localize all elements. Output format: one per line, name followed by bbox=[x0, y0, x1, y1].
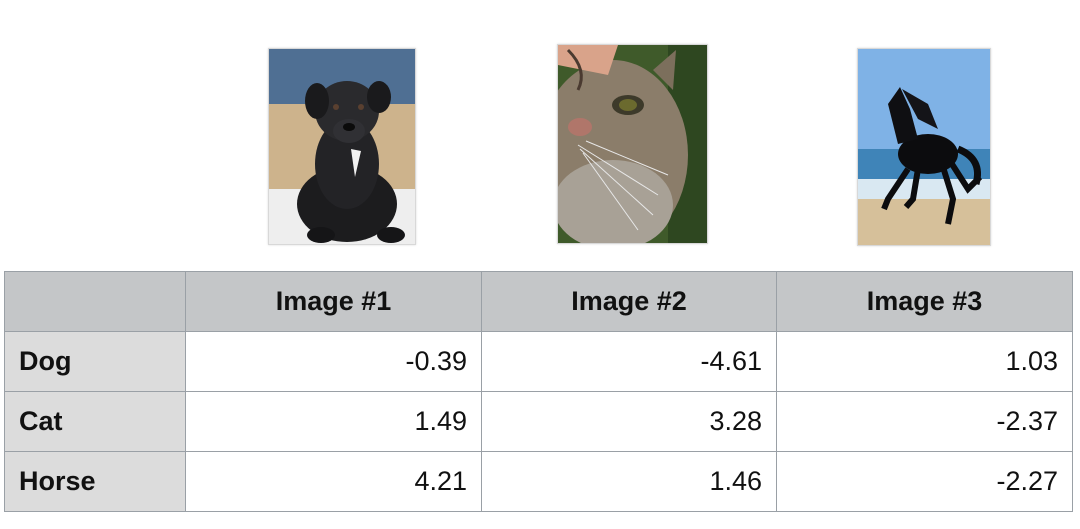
scores-table: Image #1 Image #2 Image #3 Dog -0.39 -4.… bbox=[4, 271, 1073, 512]
horse-image bbox=[857, 48, 991, 246]
header-row: Image #1 Image #2 Image #3 bbox=[4, 271, 1073, 332]
score-cell: -0.39 bbox=[185, 331, 482, 392]
column-header-image-1: Image #1 bbox=[185, 271, 482, 332]
score-cell: -4.61 bbox=[481, 331, 777, 392]
corner-cell bbox=[4, 271, 186, 332]
score-cell: 4.21 bbox=[185, 451, 482, 512]
score-cell: 3.28 bbox=[481, 391, 777, 452]
score-cell: 1.49 bbox=[185, 391, 482, 452]
score-cell: -2.37 bbox=[776, 391, 1073, 452]
table-row-horse: Horse 4.21 1.46 -2.27 bbox=[4, 451, 1073, 512]
score-cell: 1.03 bbox=[776, 331, 1073, 392]
table-row-dog: Dog -0.39 -4.61 1.03 bbox=[4, 331, 1073, 392]
table-row-cat: Cat 1.49 3.28 -2.37 bbox=[4, 391, 1073, 452]
cat-image bbox=[557, 44, 708, 244]
column-header-image-3: Image #3 bbox=[776, 271, 1073, 332]
dog-image bbox=[268, 48, 416, 245]
row-label-horse: Horse bbox=[4, 451, 186, 512]
score-cell: 1.46 bbox=[481, 451, 777, 512]
score-cell: -2.27 bbox=[776, 451, 1073, 512]
column-header-image-2: Image #2 bbox=[481, 271, 777, 332]
row-label-dog: Dog bbox=[4, 331, 186, 392]
row-label-cat: Cat bbox=[4, 391, 186, 452]
